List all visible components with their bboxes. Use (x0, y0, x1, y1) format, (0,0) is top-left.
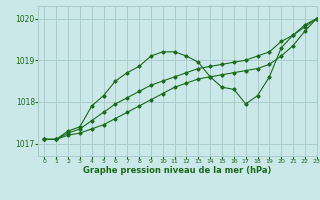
X-axis label: Graphe pression niveau de la mer (hPa): Graphe pression niveau de la mer (hPa) (84, 166, 272, 175)
